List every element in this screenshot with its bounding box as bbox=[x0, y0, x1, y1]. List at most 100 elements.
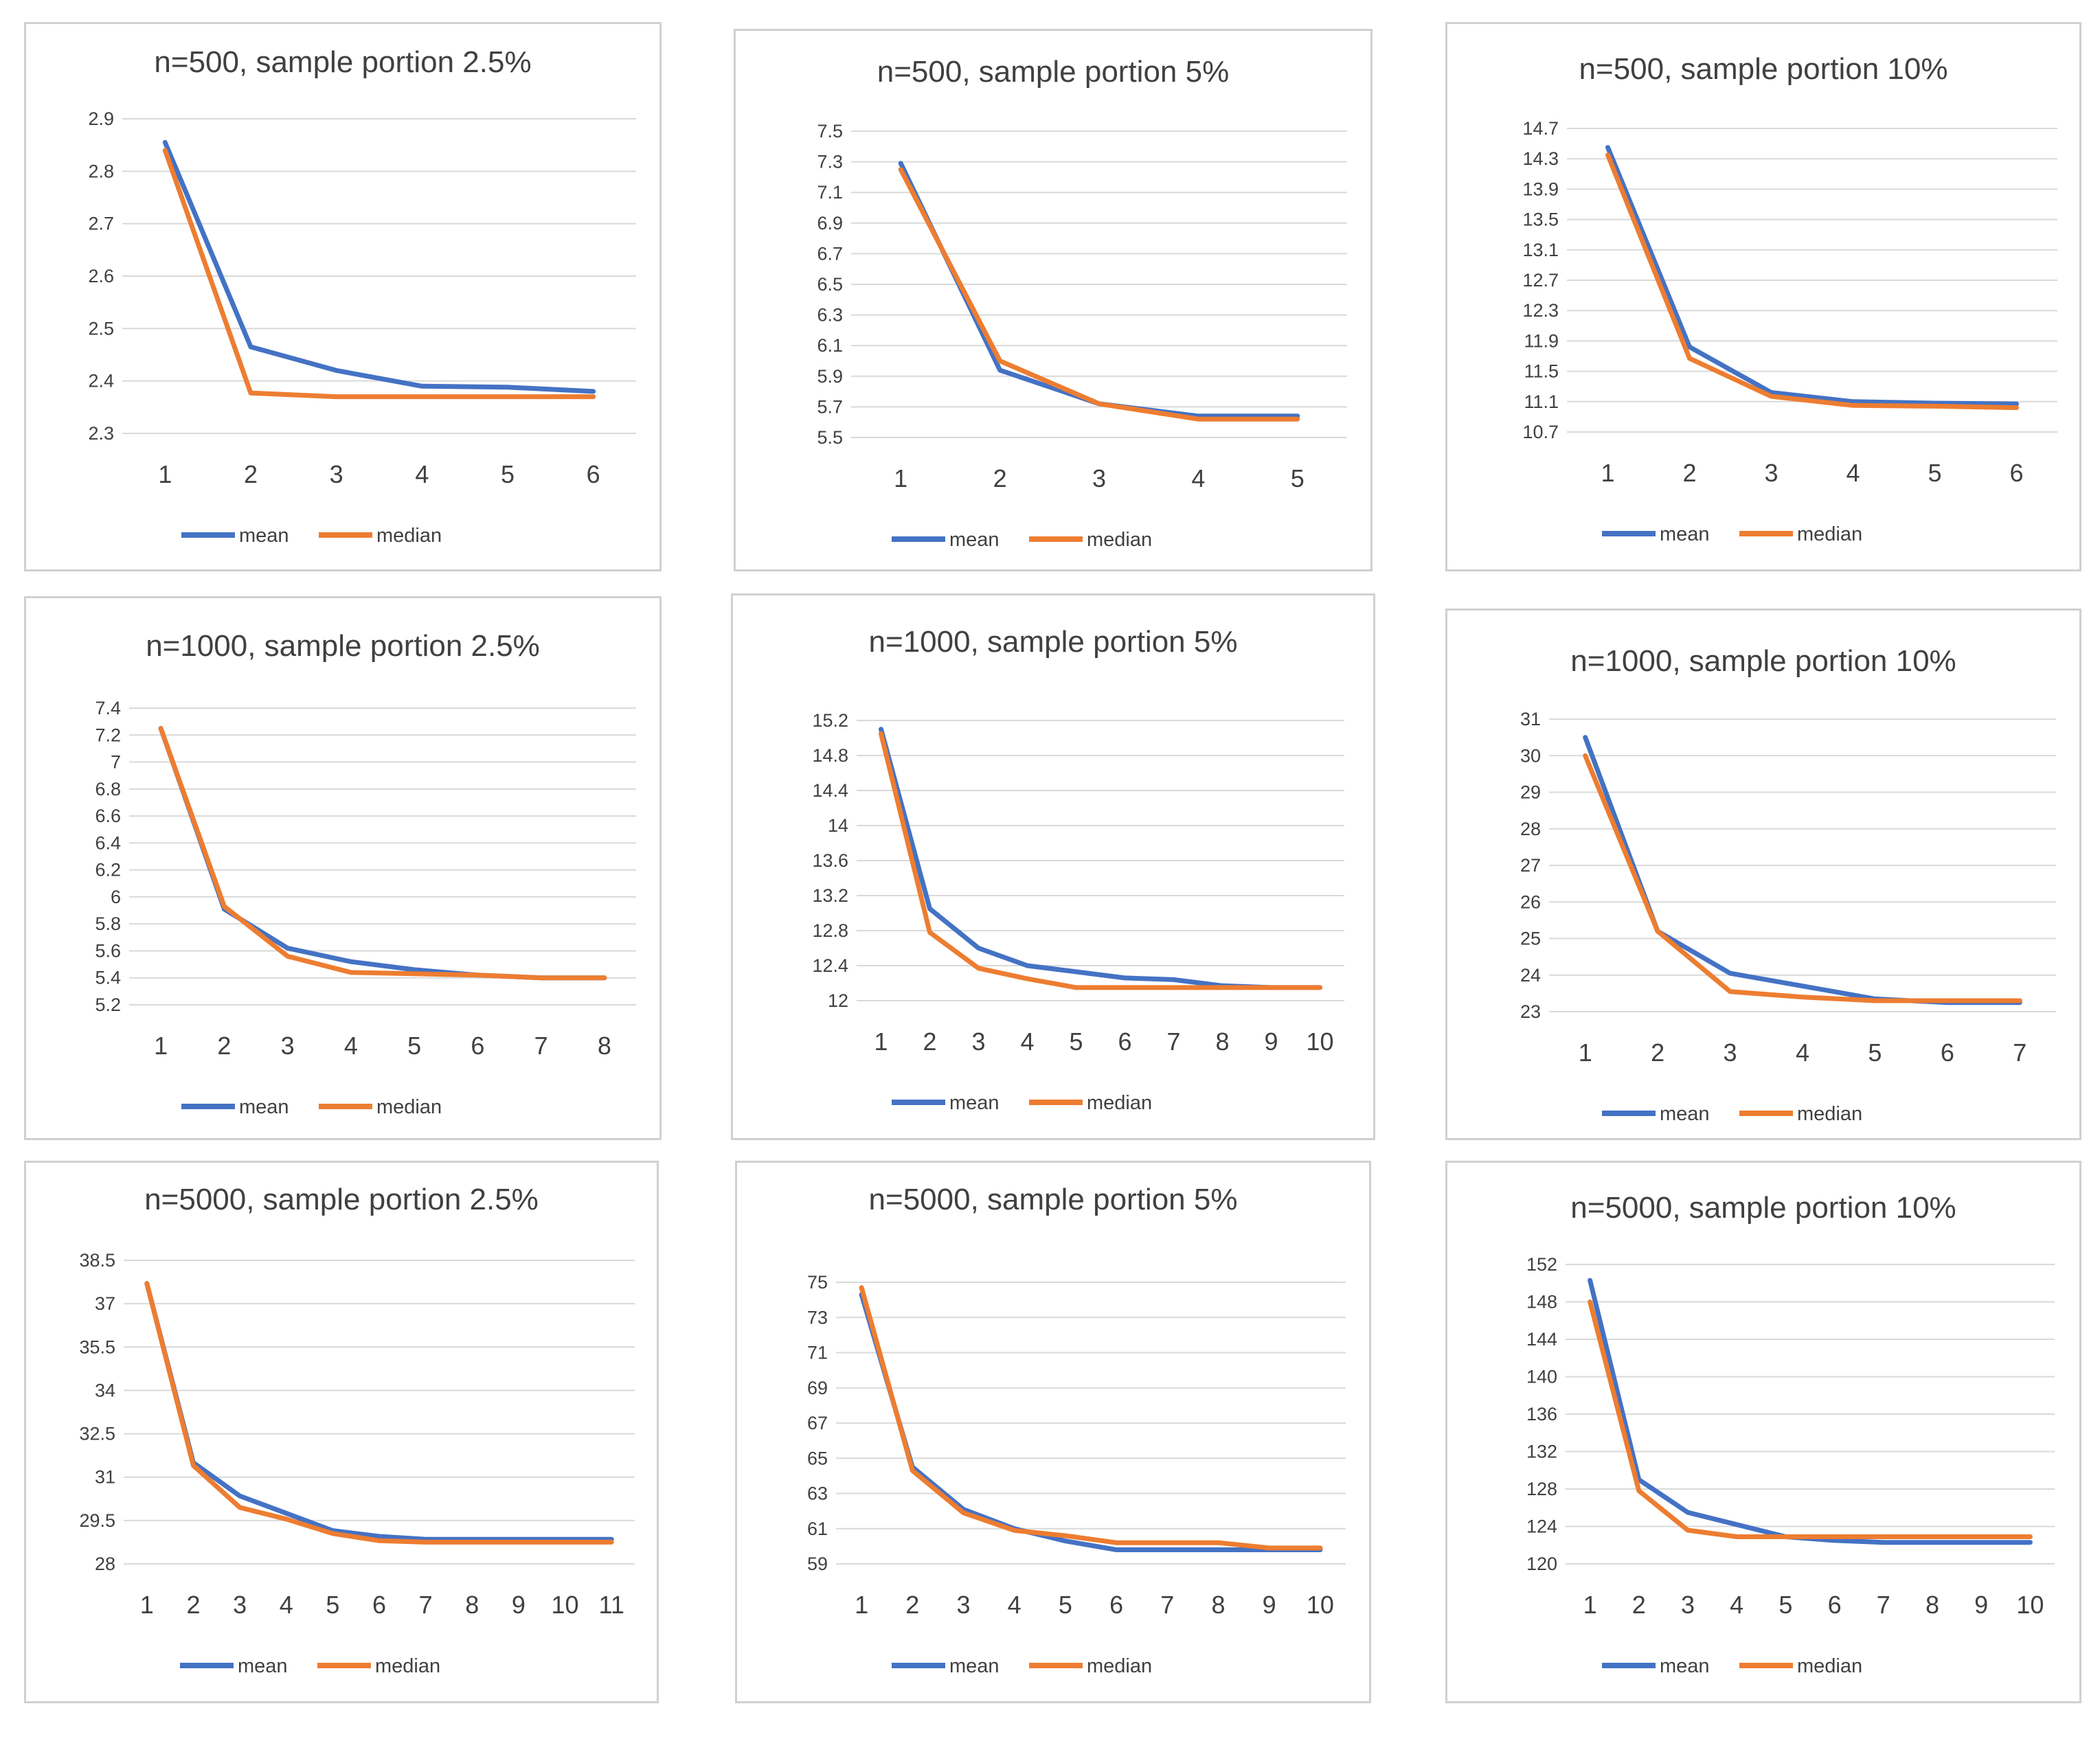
y-tick-label: 148 bbox=[1526, 1292, 1557, 1312]
y-tick-label: 2.4 bbox=[88, 371, 114, 391]
y-tick-label: 5.4 bbox=[95, 968, 121, 988]
series-line-mean bbox=[1583, 735, 2022, 1005]
x-tick-label: 7 bbox=[1160, 1591, 1174, 1619]
x-tick-label: 9 bbox=[1264, 1027, 1278, 1056]
y-tick-label: 23 bbox=[1520, 1001, 1541, 1022]
legend-label-median: median bbox=[1797, 1103, 1862, 1125]
series-line-median bbox=[158, 726, 607, 981]
x-tick-label: 4 bbox=[344, 1032, 358, 1060]
x-tick-label: 4 bbox=[1020, 1027, 1034, 1056]
x-tick-label: 3 bbox=[281, 1032, 295, 1060]
y-tick-label: 2.9 bbox=[88, 109, 114, 129]
x-tick-label: 7 bbox=[1877, 1591, 1890, 1619]
x-tick-label: 8 bbox=[465, 1591, 479, 1619]
x-tick-label: 3 bbox=[971, 1027, 985, 1056]
x-tick-label: 6 bbox=[2009, 459, 2023, 487]
x-tick-label: 2 bbox=[244, 460, 258, 488]
chart-title: n=1000, sample portion 2.5% bbox=[146, 629, 540, 663]
x-tick-label: 5 bbox=[1059, 1591, 1072, 1619]
chart-panel-n1000-5: n=1000, sample portion 5% 12 12.4 12.8 13.2 1… bbox=[731, 593, 1375, 1140]
y-tick-label: 29.5 bbox=[79, 1510, 115, 1531]
y-tick-label: 132 bbox=[1526, 1442, 1557, 1462]
x-tick-label: 9 bbox=[1974, 1591, 1988, 1619]
x-tick-label: 5 bbox=[1069, 1027, 1083, 1056]
y-tick-label: 59 bbox=[807, 1554, 828, 1574]
x-tick-label: 1 bbox=[154, 1032, 168, 1060]
series-line-median bbox=[859, 1285, 1323, 1551]
x-tick-label: 10 bbox=[552, 1591, 579, 1619]
y-tick-label: 12.7 bbox=[1522, 270, 1559, 291]
x-tick-label: 3 bbox=[233, 1591, 247, 1619]
y-tick-label: 6.5 bbox=[817, 274, 843, 295]
x-tick-label: 6 bbox=[372, 1591, 386, 1619]
y-tick-label: 120 bbox=[1526, 1554, 1557, 1574]
y-tick-label: 28 bbox=[95, 1554, 115, 1574]
x-tick-label: 3 bbox=[1724, 1038, 1737, 1067]
legend-label-median: median bbox=[376, 525, 442, 547]
x-tick-label: 7 bbox=[534, 1032, 548, 1060]
legend-label-mean: mean bbox=[239, 1096, 289, 1118]
legend-label-mean: mean bbox=[949, 1655, 1000, 1677]
line-chart: n=1000, sample portion 2.5% 5.2 5.4 5.6 5.8 6… bbox=[95, 629, 636, 1118]
legend-label-median: median bbox=[375, 1655, 440, 1677]
y-tick-label: 28 bbox=[1520, 819, 1541, 839]
legend-label-median: median bbox=[1797, 1655, 1862, 1677]
x-tick-label: 6 bbox=[1941, 1038, 1954, 1067]
y-tick-label: 14.8 bbox=[812, 745, 848, 766]
y-tick-label: 35.5 bbox=[79, 1337, 115, 1357]
chart-panel-n5000-5: n=5000, sample portion 5% 59 61 63 65 67 69 71 7… bbox=[735, 1161, 1371, 1703]
x-tick-label: 9 bbox=[1263, 1591, 1276, 1619]
y-tick-label: 6.4 bbox=[95, 832, 121, 853]
x-tick-label: 2 bbox=[993, 464, 1007, 492]
chart-panel-n500-2.5: n=500, sample portion 2.5% 2.3 2.4 2.5 2.6 2.… bbox=[24, 22, 662, 571]
chart-title: n=500, sample portion 10% bbox=[1579, 52, 1948, 86]
x-tick-label: 8 bbox=[1211, 1591, 1225, 1619]
y-tick-label: 5.8 bbox=[95, 913, 121, 934]
x-tick-label: 5 bbox=[1868, 1038, 1882, 1067]
y-tick-label: 5.6 bbox=[95, 940, 121, 961]
y-tick-label: 124 bbox=[1526, 1516, 1557, 1537]
line-chart: n=5000, sample portion 10%12012412813213… bbox=[1526, 1191, 2055, 1677]
y-tick-label: 2.3 bbox=[88, 423, 114, 444]
y-tick-label: 15.2 bbox=[812, 710, 848, 731]
x-tick-label: 3 bbox=[1092, 464, 1106, 492]
series-line-median bbox=[144, 1281, 614, 1545]
y-tick-label: 34 bbox=[95, 1380, 115, 1400]
y-tick-label: 7.2 bbox=[95, 725, 121, 745]
x-tick-label: 1 bbox=[874, 1027, 888, 1056]
x-tick-label: 10 bbox=[1307, 1591, 1334, 1619]
legend-label-median: median bbox=[1087, 1655, 1152, 1677]
chart-title: n=1000, sample portion 10% bbox=[1570, 644, 1956, 678]
chart-panel-n1000-10: n=1000, sample portion 10% 23 24 25 26 27 28 29… bbox=[1445, 609, 2081, 1140]
x-tick-label: 4 bbox=[1730, 1591, 1743, 1619]
y-tick-label: 24 bbox=[1520, 965, 1541, 986]
chart-title: n=500, sample portion 2.5% bbox=[154, 45, 531, 79]
x-tick-label: 3 bbox=[1681, 1591, 1695, 1619]
x-tick-label: 5 bbox=[407, 1032, 421, 1060]
chart-panel-n1000-2.5: n=1000, sample portion 2.5% 5.2 5.4 5.6 5.8 6… bbox=[24, 596, 662, 1140]
line-chart: n=500, sample portion 2.5% 2.3 2.4 2.5 2.6 2.… bbox=[88, 45, 636, 547]
y-tick-label: 6.8 bbox=[95, 779, 121, 799]
x-tick-label: 4 bbox=[1796, 1038, 1809, 1067]
y-tick-label: 5.5 bbox=[817, 427, 843, 448]
y-tick-label: 14.7 bbox=[1522, 118, 1559, 139]
x-tick-label: 7 bbox=[1166, 1027, 1180, 1056]
y-tick-label: 11.9 bbox=[1524, 330, 1559, 351]
x-tick-label: 2 bbox=[905, 1591, 919, 1619]
x-tick-label: 4 bbox=[1008, 1591, 1021, 1619]
y-tick-label: 6 bbox=[111, 887, 121, 907]
y-tick-label: 14.4 bbox=[812, 780, 848, 801]
y-tick-label: 13.2 bbox=[812, 885, 848, 906]
legend-label-mean: mean bbox=[238, 1655, 288, 1677]
x-tick-label: 5 bbox=[326, 1591, 339, 1619]
y-tick-label: 6.3 bbox=[817, 305, 843, 326]
y-tick-label: 6.2 bbox=[95, 860, 121, 880]
y-tick-label: 29 bbox=[1520, 782, 1541, 803]
x-tick-label: 10 bbox=[1306, 1027, 1333, 1056]
line-chart: n=5000, sample portion 5%596163656769717… bbox=[807, 1183, 1346, 1677]
y-tick-label: 11.5 bbox=[1524, 361, 1559, 382]
line-chart: n=1000, sample portion 5%1212.412.813.21… bbox=[812, 625, 1344, 1114]
x-tick-label: 6 bbox=[1118, 1027, 1131, 1056]
x-tick-label: 6 bbox=[471, 1032, 484, 1060]
y-tick-label: 13.5 bbox=[1522, 209, 1559, 230]
